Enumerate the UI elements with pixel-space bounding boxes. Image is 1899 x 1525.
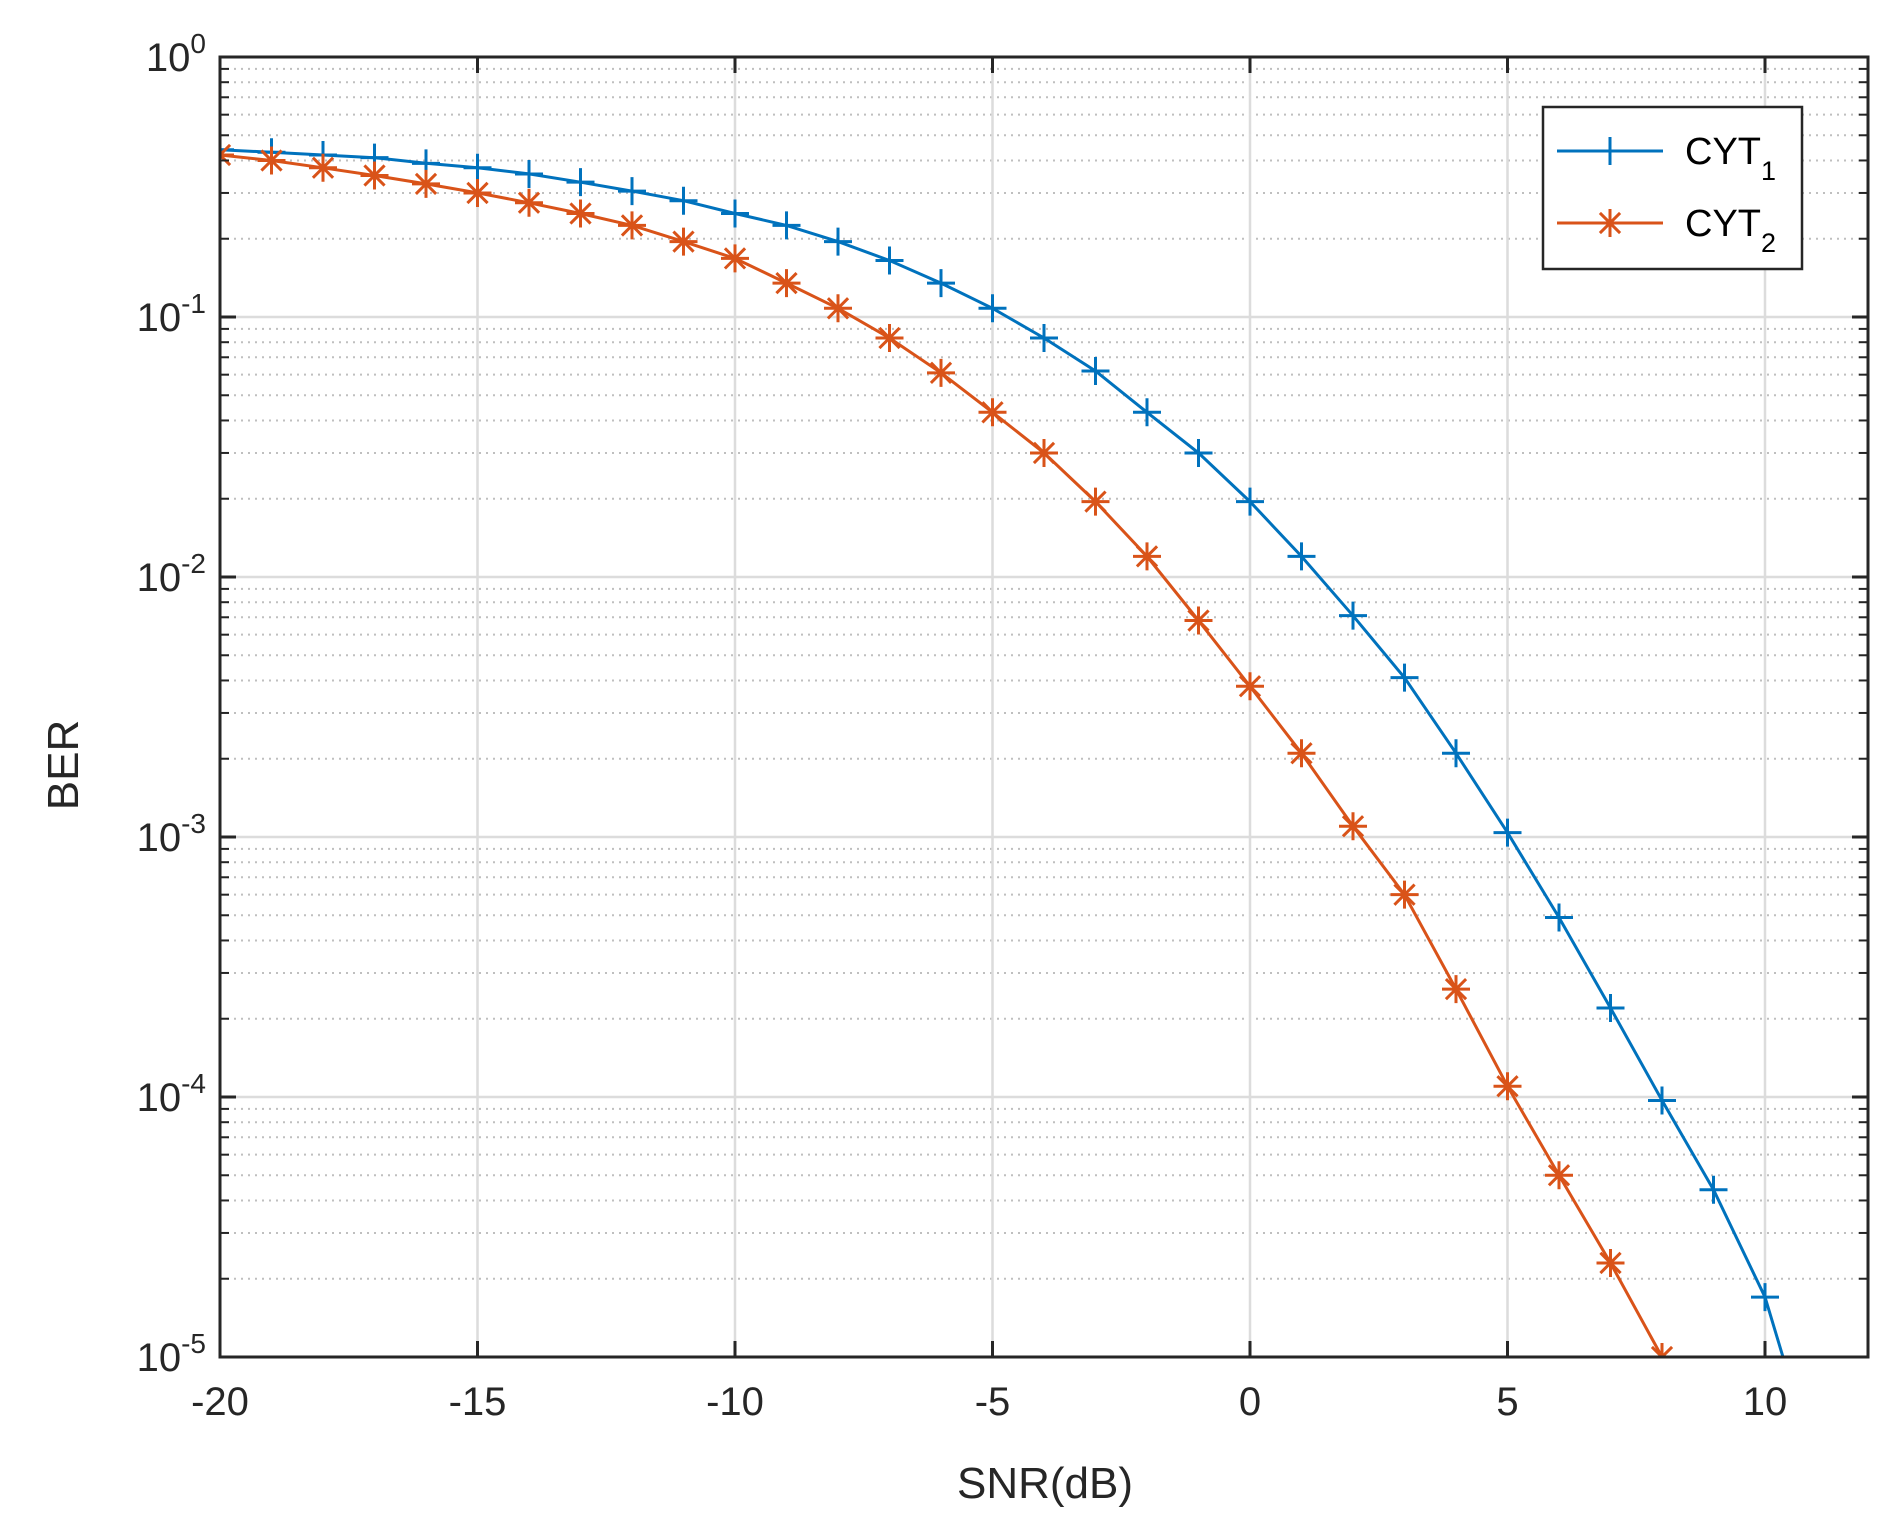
series-1-point — [463, 153, 492, 182]
series-1-point — [875, 246, 904, 275]
legend-label: CYT2 — [1685, 203, 1776, 258]
series-2-point — [1545, 1161, 1573, 1190]
series-2-point — [309, 153, 337, 182]
series-1-point — [220, 135, 234, 164]
series-1-point — [1648, 1086, 1676, 1115]
y-tick-label: 10-3 — [137, 808, 206, 860]
series-1-point — [566, 168, 595, 197]
y-tick-label: 10-5 — [137, 1328, 206, 1380]
series-2-point — [1442, 975, 1470, 1004]
series-1-point — [1390, 663, 1419, 692]
axes — [218, 55, 1870, 1359]
legend-label: CYT1 — [1685, 131, 1776, 186]
series-1-point — [1493, 818, 1522, 847]
series-2-point — [1184, 606, 1213, 635]
series-1-point — [669, 186, 698, 215]
legend-item-1: CYT1 — [1557, 131, 1776, 186]
series-2-point — [1287, 739, 1316, 768]
y-axis-label: BER — [39, 720, 88, 810]
series-1-point — [618, 177, 646, 206]
x-tick-label: 10 — [1743, 1380, 1788, 1424]
series-2-point — [1493, 1072, 1522, 1101]
series-2-point — [1390, 880, 1419, 909]
series-1-point — [1596, 993, 1625, 1022]
series-1-point — [1184, 438, 1213, 467]
y-tick-label: 10-1 — [137, 288, 206, 340]
series-2-point — [978, 398, 1007, 427]
series-2-point — [824, 294, 852, 323]
series-1-point — [1287, 542, 1316, 571]
series-2-point — [927, 358, 955, 387]
series-2-point — [669, 227, 698, 256]
series-1-point — [772, 211, 801, 240]
legend-swatch-marker — [1596, 137, 1624, 165]
series-2-point — [1339, 812, 1367, 841]
series-1-point — [1030, 324, 1058, 353]
series-2-point — [360, 161, 389, 190]
series-1-point — [1236, 487, 1264, 516]
legend: CYT1 CYT2 — [1541, 105, 1804, 271]
series-2-point — [721, 244, 749, 273]
series-1-point — [515, 159, 543, 188]
series-1-point — [927, 269, 955, 298]
series-1 — [220, 135, 1785, 1357]
legend-box — [1541, 105, 1804, 271]
series-2-point — [875, 324, 904, 353]
x-tick-label: 0 — [1239, 1380, 1261, 1424]
series-2-point — [1030, 438, 1058, 467]
series-1-point — [721, 199, 749, 228]
series-1-point — [824, 227, 852, 256]
x-tick-label: 5 — [1496, 1380, 1518, 1424]
y-tick-label: 10-4 — [137, 1068, 206, 1120]
series-2-point — [1236, 672, 1264, 701]
series-2-point — [1081, 487, 1110, 516]
series-2-point — [618, 211, 646, 240]
x-tick-label: -20 — [191, 1380, 249, 1424]
y-tick-label: 10-2 — [137, 548, 206, 600]
x-axis-label: SNR(dB) — [957, 1459, 1133, 1508]
series-1-point — [1442, 739, 1470, 768]
series-2-point — [515, 188, 543, 217]
axes-box — [218, 55, 1870, 1359]
x-tick-label: -10 — [706, 1380, 764, 1424]
series-1-point — [1545, 903, 1573, 932]
series-2-point — [1596, 1248, 1625, 1277]
series-2-point — [1133, 542, 1161, 571]
x-tick-label: -15 — [449, 1380, 507, 1424]
series-1-point — [978, 294, 1007, 323]
x-tick-label: -5 — [975, 1380, 1011, 1424]
series-2-point — [257, 146, 286, 175]
series-2-point — [772, 269, 801, 298]
series-1-point — [1133, 398, 1161, 427]
legend-swatch-marker — [1596, 209, 1624, 237]
y-tick-label: 100 — [146, 28, 206, 80]
series-2-point — [463, 178, 492, 207]
series-2-point — [412, 169, 440, 198]
plot-area — [220, 57, 1868, 1357]
series-1-point — [1751, 1283, 1779, 1312]
legend-item-2: CYT2 — [1557, 203, 1776, 258]
series-2 — [220, 140, 1676, 1357]
series-2-point — [566, 199, 595, 228]
series-1-point — [1081, 356, 1110, 385]
series-1-point — [1339, 601, 1367, 630]
series-1-point — [1699, 1175, 1728, 1204]
